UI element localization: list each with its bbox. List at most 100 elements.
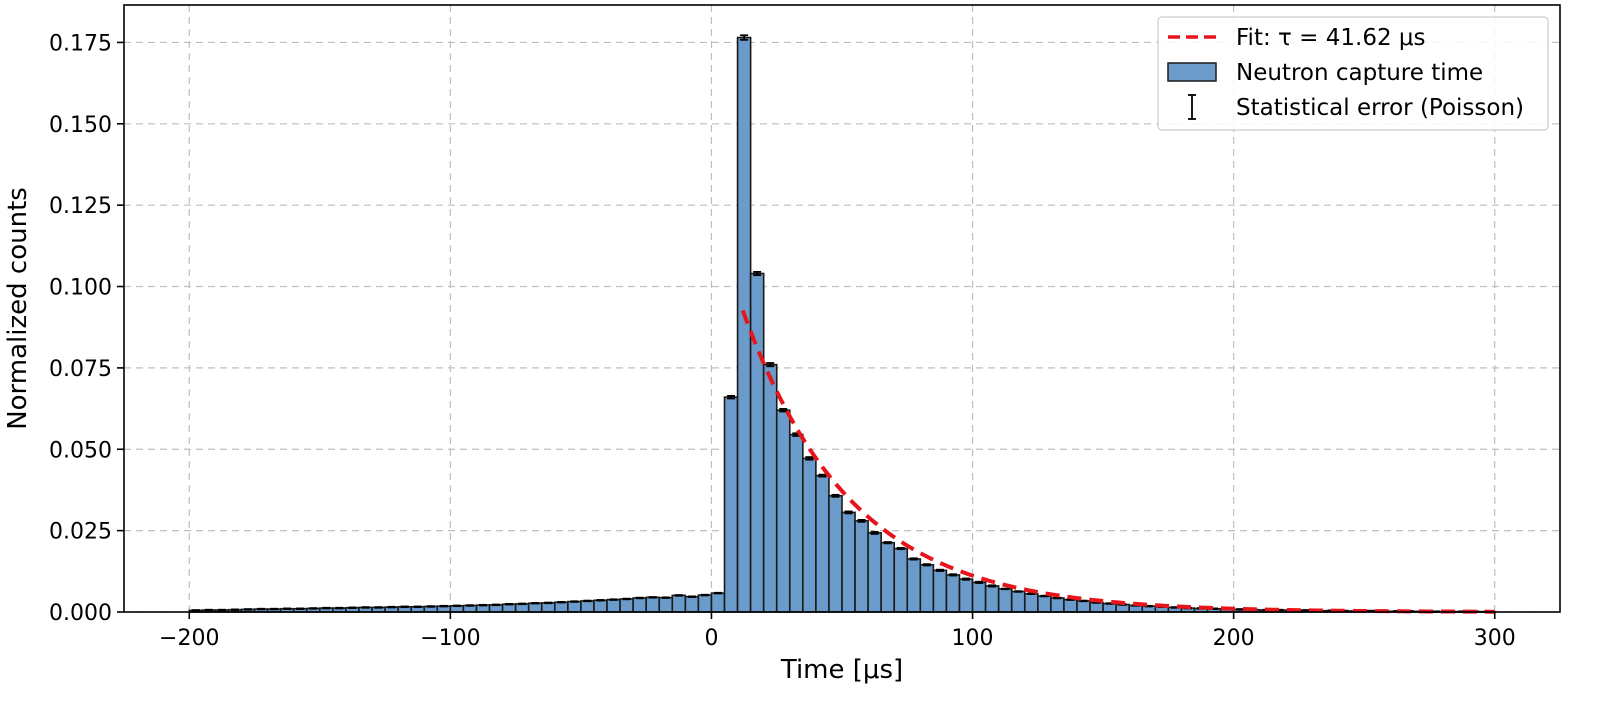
histogram-bar <box>971 581 987 613</box>
error-bar <box>766 362 775 368</box>
error-bar <box>204 608 213 612</box>
histogram-bar <box>906 558 922 613</box>
histogram-bar <box>1037 595 1052 613</box>
error-bar <box>257 607 266 611</box>
y-tick-label: 0.125 <box>49 194 112 219</box>
histogram-bar <box>828 495 843 613</box>
legend-errorbar-swatch <box>1188 94 1196 120</box>
error-bar <box>452 604 461 608</box>
histogram-bar <box>880 541 896 613</box>
x-ticks: −200 −100 0 100 200 300 <box>159 612 1516 651</box>
histogram-bar <box>1010 590 1026 613</box>
error-bar <box>387 605 396 609</box>
error-bar <box>191 609 200 612</box>
histogram-bar <box>919 564 935 613</box>
error-bar <box>870 531 879 535</box>
error-bar <box>740 34 749 41</box>
legend: Fit: τ = 41.62 μs Neutron capture time S… <box>1157 16 1549 131</box>
error-bar <box>1014 590 1023 593</box>
error-bar <box>518 602 527 606</box>
error-bar <box>492 603 501 607</box>
error-bar <box>1236 608 1245 611</box>
x-tick-label: −100 <box>420 626 480 651</box>
error-bar <box>531 601 540 605</box>
error-bar <box>557 601 566 604</box>
histogram-bar <box>710 592 726 613</box>
histogram-bar <box>567 600 582 613</box>
error-bar <box>505 602 514 606</box>
histogram-bar <box>580 600 595 613</box>
histogram-bar <box>593 599 608 613</box>
histogram-bar <box>867 532 882 613</box>
error-bar <box>309 607 318 610</box>
legend-fit-label: Fit: τ = 41.62 μs <box>1236 25 1426 51</box>
error-bar <box>975 580 984 584</box>
error-bar <box>988 584 997 588</box>
error-bar <box>1301 609 1310 612</box>
error-bar <box>400 605 409 609</box>
histogram-bar <box>632 597 647 613</box>
error-bar <box>779 408 788 413</box>
error-bar <box>1027 592 1036 595</box>
x-tick-label: 100 <box>952 626 994 651</box>
legend-box <box>1157 16 1549 131</box>
error-bar <box>296 607 305 610</box>
histogram-bar <box>671 594 687 613</box>
legend-histogram-label: Neutron capture time <box>1236 60 1483 86</box>
y-tick-label: 0.175 <box>49 31 112 56</box>
error-bar <box>896 546 905 551</box>
histogram-bar <box>1063 598 1078 613</box>
histogram-bar <box>984 585 1000 613</box>
error-bar <box>831 493 840 498</box>
plot-frame <box>123 4 1561 613</box>
error-bar <box>479 603 487 607</box>
histogram-bar <box>553 601 569 613</box>
error-bar <box>609 598 618 601</box>
histogram-bar <box>932 569 948 613</box>
error-bar <box>230 608 239 611</box>
y-tick-label: 0.025 <box>49 520 112 545</box>
error-bar <box>648 596 657 599</box>
legend-errorbar-label: Statistical error (Poisson) <box>1236 95 1524 121</box>
error-bar <box>570 600 579 603</box>
error-bar <box>713 591 722 595</box>
error-bar <box>322 606 331 610</box>
error-bar <box>283 607 292 610</box>
histogram-bar <box>684 595 700 613</box>
error-bar <box>622 597 631 601</box>
error-bar <box>348 606 357 609</box>
histogram-bar <box>1023 592 1039 613</box>
error-bar <box>1001 587 1010 591</box>
histogram-bar <box>775 409 791 613</box>
error-bar <box>270 607 279 611</box>
error-bar <box>413 605 422 609</box>
histogram-bar <box>658 596 674 613</box>
error-bar <box>583 599 592 603</box>
histogram-bar <box>1089 601 1104 613</box>
error-bar <box>544 601 553 605</box>
legend-histogram-swatch <box>1167 62 1217 82</box>
y-tick-label: 0.150 <box>49 113 112 138</box>
y-tick-label: 0.000 <box>49 601 112 626</box>
histogram-bar <box>527 602 543 613</box>
error-bar <box>948 573 957 577</box>
histogram-bar <box>619 598 634 613</box>
histogram-bar <box>762 363 778 613</box>
histogram-bar <box>697 594 713 613</box>
error-bar <box>922 563 931 567</box>
histogram-bar <box>606 598 621 613</box>
error-bar <box>635 596 644 600</box>
x-tick-label: −200 <box>159 626 219 651</box>
error-bar <box>857 518 866 523</box>
histogram-bar <box>540 602 556 613</box>
histogram-bar <box>802 457 817 613</box>
histogram-bar <box>749 272 765 613</box>
error-bar <box>1053 596 1062 600</box>
y-ticks: 0.000 0.025 0.050 0.075 0.100 0.125 0.150 0.175 <box>49 31 124 626</box>
error-bar <box>753 270 762 277</box>
error-bar <box>596 599 605 602</box>
histogram-bar <box>997 588 1013 613</box>
histogram-bar <box>841 511 856 613</box>
error-bar <box>883 541 892 545</box>
histogram-bar <box>1050 597 1065 613</box>
